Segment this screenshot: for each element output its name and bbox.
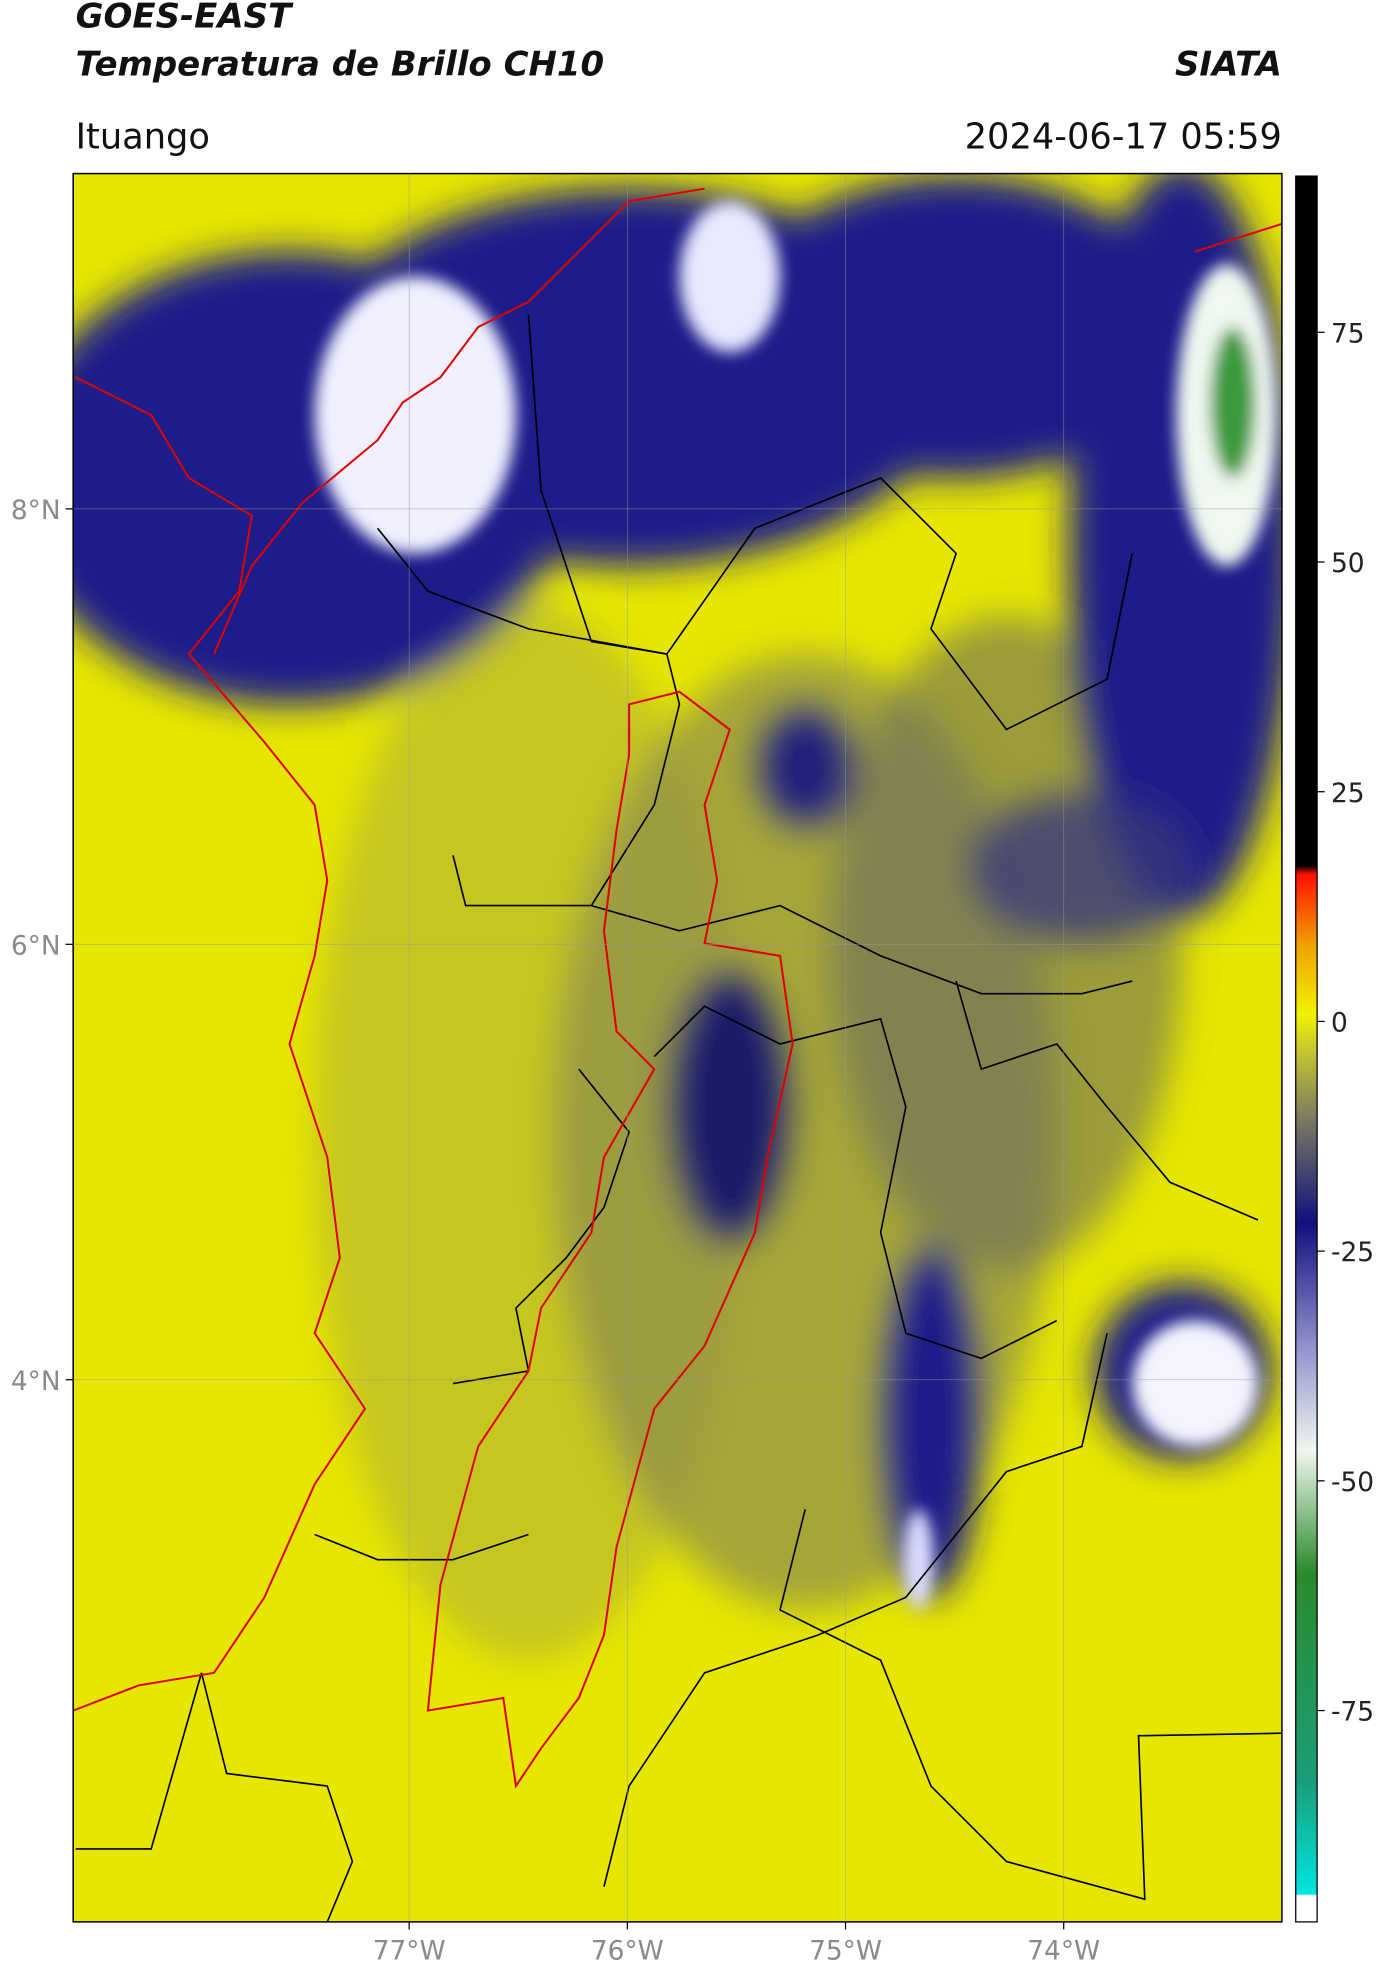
colorbar-tick-label: -50 — [1331, 1467, 1374, 1498]
y-tick-label: 4°N — [11, 1366, 61, 1397]
title: GOES-EAST — [76, 0, 294, 37]
x-tick-label: 77°W — [373, 1936, 446, 1967]
x-tick-label: 76°W — [591, 1936, 664, 1967]
colorbar — [1295, 175, 1318, 1923]
subtitle: Temperatura de Brillo CH10 — [76, 44, 604, 84]
colorbar-tick-label: 75 — [1331, 318, 1365, 349]
datetime: 2024-06-17 05:59 — [965, 116, 1282, 157]
y-tick-label: 8°N — [11, 495, 61, 526]
colorbar-tick-label: 25 — [1331, 778, 1365, 809]
colorbar-tick-label: -25 — [1331, 1237, 1374, 1268]
source: SIATA — [1175, 44, 1282, 84]
y-tick-label: 6°N — [11, 930, 61, 961]
x-tick-label: 75°W — [809, 1936, 882, 1967]
x-tick-label: 74°W — [1027, 1936, 1100, 1967]
satellite-image — [73, 173, 1282, 1922]
colorbar-tick-label: -75 — [1331, 1697, 1374, 1728]
location: Ituango — [76, 116, 210, 157]
map-frame — [72, 172, 1283, 1923]
colorbar-tick-label: 0 — [1331, 1007, 1348, 1038]
colorbar-tick-label: 50 — [1331, 548, 1365, 579]
